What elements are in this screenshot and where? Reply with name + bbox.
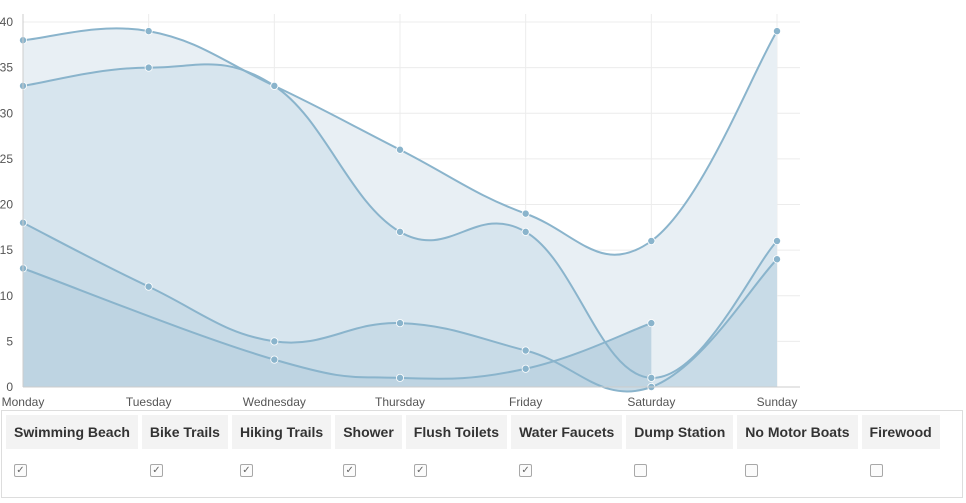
series-4-point [270,355,279,364]
series-2-point [521,227,530,236]
series-2-point [144,63,153,72]
series-3-point [144,282,153,291]
y-tick-label: 35 [0,61,13,75]
header-no-motor-boats: No Motor Boats [737,415,858,449]
amenities-table-container: Swimming Beach Bike Trails Hiking Trails… [1,410,963,498]
area-chart: 0 5 10 15 20 25 30 35 40 Monday Tuesday Wednesday Th… [0,14,800,409]
y-tick-label: 5 [6,334,13,348]
x-tick-label: Monday [2,395,45,409]
series-3-point [773,255,782,264]
y-tick-label: 20 [0,198,13,212]
checkbox-water-faucets[interactable]: ✓ [519,463,533,477]
x-tick-label: Tuesday [126,395,172,409]
checkbox-shower[interactable]: ✓ [343,463,357,477]
series-1-point [647,236,656,245]
checkbox-bike-trails[interactable]: ✓ [149,463,163,477]
y-tick-label: 10 [0,289,13,303]
checkbox-no-motor-boats[interactable] [745,463,759,477]
series-2-point [395,227,404,236]
x-tick-label: Wednesday [243,395,306,409]
series-4-point [647,319,656,328]
series-1-point [773,27,782,36]
amenities-header-row: Swimming Beach Bike Trails Hiking Trails… [6,415,940,449]
series-1-point [521,209,530,218]
series-2-area [23,64,777,387]
series-2-point [270,81,279,90]
y-tick-label: 15 [0,243,13,257]
series-3-point [521,346,530,355]
series-2-point [647,373,656,382]
header-dump-station: Dump Station [626,415,734,449]
checkbox-dump-station[interactable] [634,463,648,477]
series-1-point [144,27,153,36]
header-water-faucets: Water Faucets [511,415,623,449]
y-tick-label: 0 [6,380,13,394]
amenities-values-row: ✓ ✓ ✓ ✓ ✓ ✓ [6,453,940,485]
x-tick-label: Sunday [757,395,798,409]
header-swimming-beach: Swimming Beach [6,415,138,449]
series-3-point [270,337,279,346]
y-tick-label: 40 [0,15,13,29]
header-firewood: Firewood [861,415,940,449]
checkbox-flush-toilets[interactable]: ✓ [413,463,427,477]
checkbox-hiking-trails[interactable]: ✓ [239,463,253,477]
x-tick-label: Thursday [375,395,425,409]
checkbox-firewood[interactable] [869,463,883,477]
amenities-table: Swimming Beach Bike Trails Hiking Trails… [2,411,944,489]
header-shower: Shower [335,415,402,449]
series-2-point [773,236,782,245]
x-tick-label: Saturday [627,395,675,409]
series-1-point [395,145,404,154]
header-hiking-trails: Hiking Trails [231,415,332,449]
series-4-point [521,364,530,373]
series-3-point [395,319,404,328]
series-4-area [23,268,652,387]
header-bike-trails: Bike Trails [141,415,228,449]
series-4-point [395,373,404,382]
header-flush-toilets: Flush Toilets [405,415,508,449]
chart-svg: 0 5 10 15 20 25 30 35 40 Monday Tuesday Wednesday Th… [0,14,800,409]
series-4-line [22,267,652,380]
checkbox-swimming-beach[interactable]: ✓ [14,463,27,477]
x-tick-label: Friday [509,395,542,409]
y-tick-label: 30 [0,106,13,120]
y-tick-label: 25 [0,152,13,166]
